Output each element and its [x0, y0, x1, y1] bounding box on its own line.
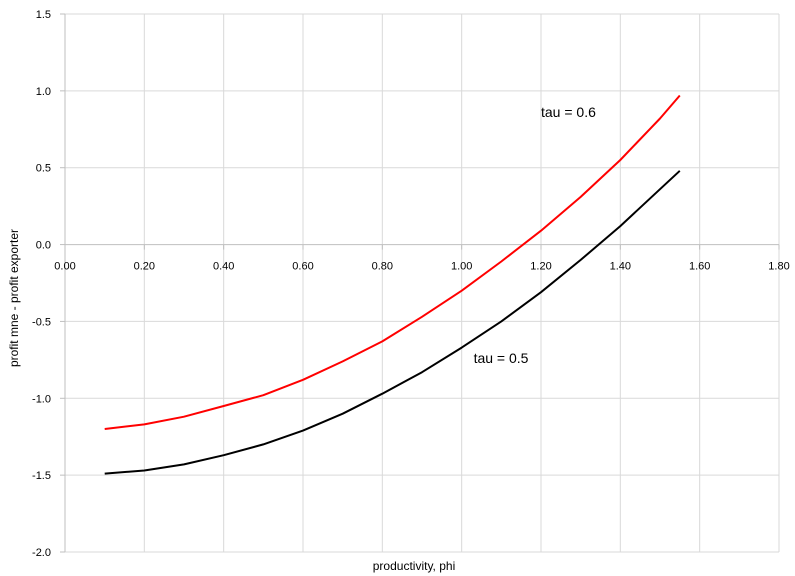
x-tick-label: 1.20 [530, 261, 551, 273]
y-tick-label: -0.5 [32, 316, 51, 328]
y-tick-label: 1.0 [36, 86, 51, 98]
y-tick-label: 0.5 [36, 163, 51, 175]
y-tick-label: 1.5 [36, 9, 51, 21]
series-lines [104, 94, 681, 475]
x-tick-label: 1.80 [768, 261, 789, 273]
x-tick-label: 1.40 [610, 261, 631, 273]
x-axis-title: productivity, phi [373, 559, 455, 573]
series-line-1 [104, 94, 681, 430]
x-tick-label: 0.00 [54, 261, 75, 273]
axes [60, 13, 780, 553]
annotations: tau = 0.6 tau = 0.5 [474, 104, 597, 366]
x-tick-label: 1.60 [689, 261, 710, 273]
x-tick-label: 0.40 [213, 261, 234, 273]
y-tick-label: 0.0 [36, 240, 51, 252]
annotation-label-2: tau = 0.5 [474, 350, 529, 366]
y-axis-title: profit mne - profit exporter [7, 229, 21, 367]
series-line-2 [104, 170, 681, 475]
x-tick-label: 0.20 [134, 261, 155, 273]
y-tick-label: -1.0 [32, 393, 51, 405]
y-tick-label: -2.0 [32, 547, 51, 559]
x-tick-label: 0.60 [292, 261, 313, 273]
x-tick-label: 1.00 [451, 261, 472, 273]
y-tick-label: -1.5 [32, 470, 51, 482]
tick-labels: 0.00 0.20 0.40 0.60 0.80 1.00 1.20 1.40 1.60 1.80… [32, 9, 790, 559]
x-tick-label: 0.80 [372, 261, 393, 273]
gridlines [65, 13, 780, 553]
annotation-label-1: tau = 0.6 [541, 104, 596, 120]
